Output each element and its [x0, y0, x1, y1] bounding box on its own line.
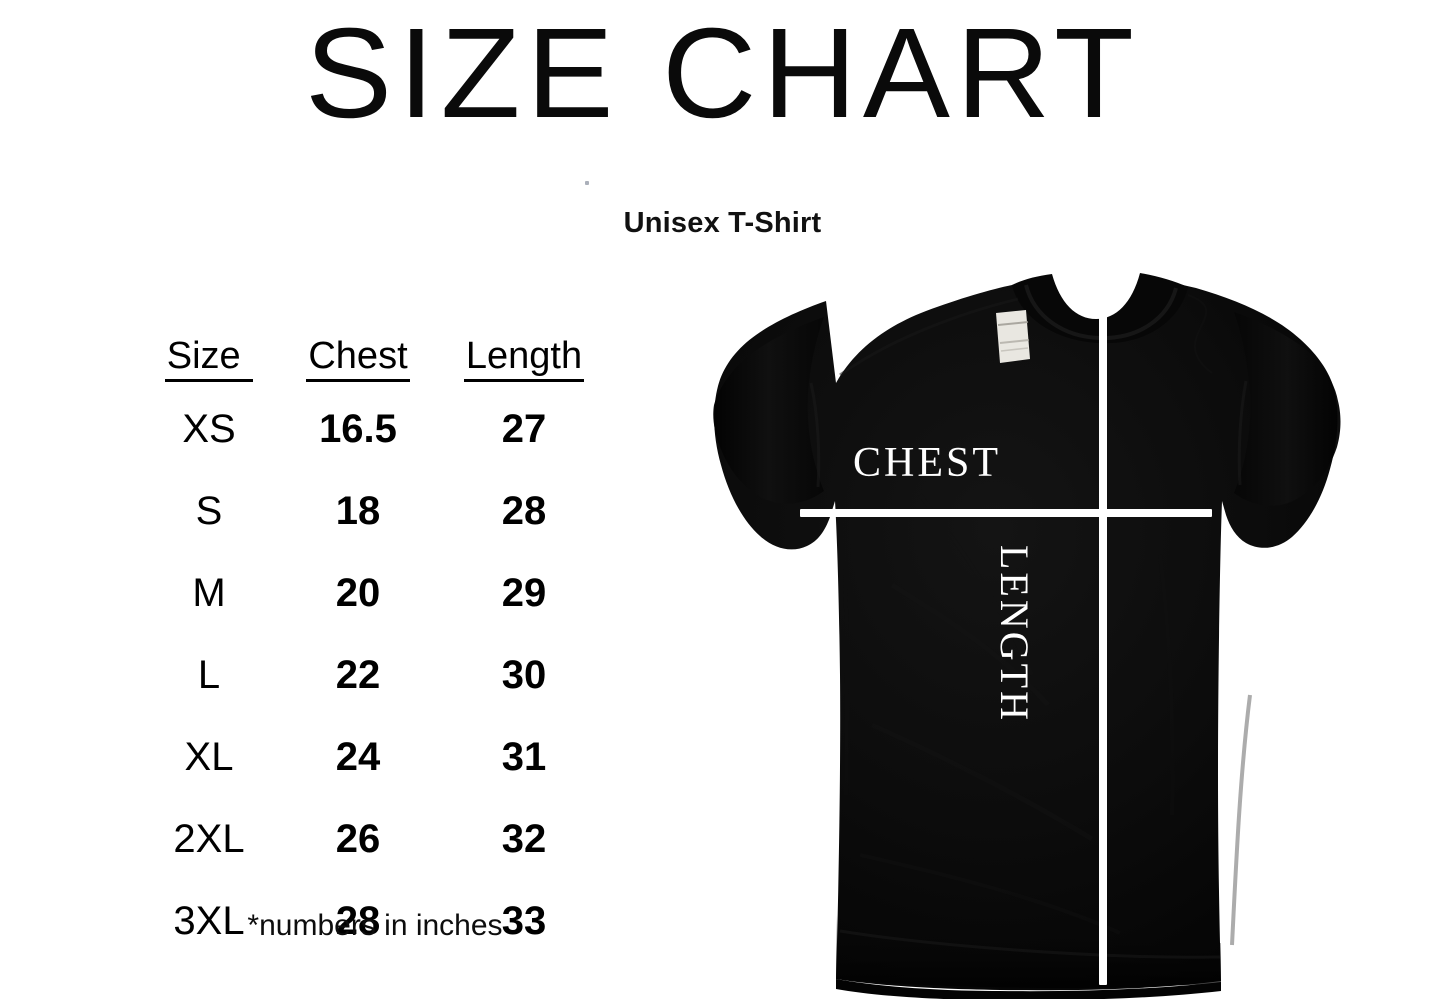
cell-size: XS [182, 407, 236, 451]
cell-size: M [192, 571, 226, 615]
length-measurement-label: LENGTH [992, 545, 1037, 723]
cell-size: L [197, 653, 221, 697]
cell-chest: 26 [335, 817, 381, 861]
cell-length: 29 [501, 571, 547, 615]
table-row: S 18 28 [140, 470, 610, 552]
size-table: Size Chest Length XS 16.5 27 S [140, 336, 610, 962]
cell-size: 3XL [173, 899, 245, 943]
column-header-chest: Chest [278, 336, 438, 388]
chest-measurement-label: CHEST [853, 440, 1002, 486]
table-row: L 22 30 [140, 634, 610, 716]
column-header-size: Size [140, 336, 278, 388]
tshirt-illustration [713, 273, 1341, 999]
table-row: 3XL 28 33 [140, 880, 610, 962]
table-header-row: Size Chest Length [140, 336, 610, 388]
column-header-length-label: Length [463, 336, 585, 382]
size-table-container: Size Chest Length XS 16.5 27 S [140, 336, 610, 962]
column-header-chest-label: Chest [306, 336, 410, 382]
cell-length: 30 [501, 653, 547, 697]
table-row: XS 16.5 27 [140, 388, 610, 470]
cell-size: XL [184, 735, 234, 779]
length-measurement-line [1099, 283, 1107, 985]
cell-length: 27 [501, 407, 547, 451]
column-header-size-label: Size [164, 336, 254, 382]
cell-chest: 20 [335, 571, 381, 615]
neck-tag [996, 310, 1030, 363]
column-header-length: Length [438, 336, 610, 388]
cell-length: 32 [501, 817, 547, 861]
cell-chest: 18 [335, 489, 381, 533]
cell-length: 33 [501, 899, 547, 943]
product-subtitle: Unisex T-Shirt [623, 207, 822, 239]
cell-length: 31 [501, 735, 547, 779]
tshirt-photo: CHEST LENGTH [640, 255, 1380, 999]
cell-size: 2XL [173, 817, 245, 861]
chest-measurement-line [800, 509, 1212, 517]
table-row: XL 24 31 [140, 716, 610, 798]
cell-chest: 22 [335, 653, 381, 697]
cell-size: S [195, 489, 223, 533]
units-footnote: *numbers in inches [247, 909, 503, 942]
cell-length: 28 [501, 489, 547, 533]
cell-chest: 24 [335, 735, 381, 779]
cell-chest: 16.5 [319, 407, 397, 451]
scan-artifact-speck [585, 181, 589, 185]
page-title: SIZE CHART [305, 2, 1140, 145]
cell-chest: 28 [335, 899, 381, 943]
table-row: 2XL 26 32 [140, 798, 610, 880]
table-row: M 20 29 [140, 552, 610, 634]
